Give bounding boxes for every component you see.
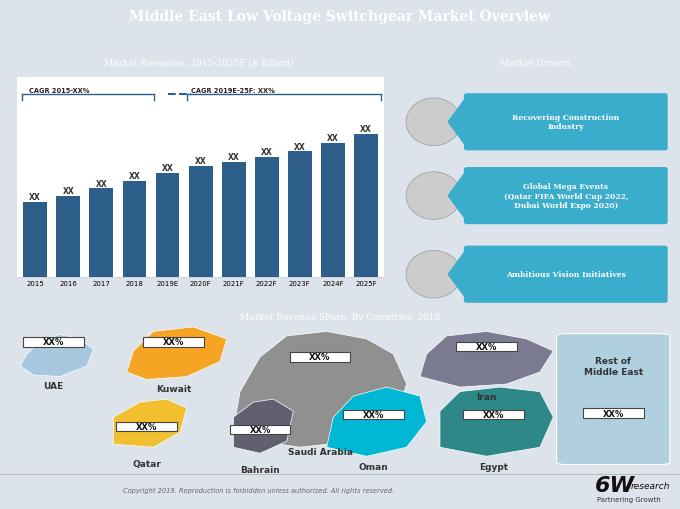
Text: Market Revenue Share, By Countries, 2018: Market Revenue Share, By Countries, 2018	[240, 313, 440, 322]
Text: XX: XX	[95, 179, 107, 188]
Text: XX%: XX%	[309, 353, 330, 362]
Polygon shape	[233, 332, 407, 447]
Text: XX: XX	[194, 157, 207, 165]
Text: XX%: XX%	[483, 410, 504, 419]
Bar	[222, 163, 245, 277]
Text: XX: XX	[294, 143, 306, 151]
Polygon shape	[447, 96, 466, 149]
Bar	[188, 166, 213, 277]
Text: XX%: XX%	[43, 338, 64, 347]
Text: XX: XX	[129, 172, 140, 181]
Text: Market Drivers: Market Drivers	[500, 59, 571, 68]
Polygon shape	[126, 327, 226, 380]
Polygon shape	[114, 399, 187, 447]
Text: UAE: UAE	[44, 381, 63, 390]
Text: XX%: XX%	[250, 425, 271, 434]
Text: XX%: XX%	[136, 422, 158, 431]
Text: Qatar: Qatar	[133, 459, 161, 468]
Text: Ambitious Vision Initiatives: Ambitious Vision Initiatives	[506, 271, 626, 278]
Bar	[23, 203, 47, 277]
Text: CAGR 2019E-25F: XX%: CAGR 2019E-25F: XX%	[190, 88, 275, 94]
Bar	[255, 157, 279, 277]
Bar	[122, 181, 146, 277]
Text: XX: XX	[261, 148, 273, 157]
Text: XX: XX	[162, 164, 173, 173]
Bar	[156, 174, 180, 277]
Text: Middle East Low Voltage Switchgear Market Overview: Middle East Low Voltage Switchgear Marke…	[129, 11, 551, 24]
Polygon shape	[447, 248, 466, 301]
Text: Bahrain: Bahrain	[240, 465, 280, 474]
FancyBboxPatch shape	[464, 167, 668, 225]
Text: Oman: Oman	[358, 462, 388, 471]
Text: Partnering Growth: Partnering Growth	[597, 496, 661, 502]
Text: Market Revenues, 2015-2025F ($ Billion): Market Revenues, 2015-2025F ($ Billion)	[104, 59, 294, 68]
FancyBboxPatch shape	[143, 337, 204, 347]
FancyBboxPatch shape	[343, 410, 404, 419]
Text: Saudi Arabia: Saudi Arabia	[288, 447, 352, 457]
FancyBboxPatch shape	[23, 337, 84, 347]
FancyBboxPatch shape	[464, 246, 668, 303]
Text: XX: XX	[29, 193, 41, 202]
Bar	[288, 152, 311, 277]
Bar	[90, 189, 114, 277]
Text: 6W: 6W	[595, 475, 635, 495]
Text: research: research	[631, 481, 670, 490]
Text: Iran: Iran	[477, 392, 497, 401]
Text: Rest of
Middle East: Rest of Middle East	[583, 357, 643, 376]
Polygon shape	[326, 387, 426, 457]
Bar	[354, 135, 378, 277]
FancyBboxPatch shape	[583, 409, 643, 418]
FancyBboxPatch shape	[116, 422, 177, 431]
Circle shape	[406, 99, 461, 146]
FancyBboxPatch shape	[463, 410, 524, 419]
Text: XX%: XX%	[163, 338, 184, 347]
Polygon shape	[447, 170, 466, 222]
Text: XX: XX	[327, 134, 339, 143]
Bar	[56, 196, 80, 277]
Text: XX%: XX%	[602, 409, 624, 418]
Text: XX%: XX%	[362, 410, 384, 419]
FancyBboxPatch shape	[230, 425, 290, 434]
Text: XX: XX	[228, 153, 239, 162]
Bar	[321, 144, 345, 277]
Text: Copyright 2019. Reproduction is forbidden unless authorized. All rights reserved: Copyright 2019. Reproduction is forbidde…	[123, 487, 394, 493]
Text: Egypt: Egypt	[479, 462, 508, 471]
FancyBboxPatch shape	[556, 334, 670, 465]
Text: XX%: XX%	[476, 342, 497, 351]
Polygon shape	[20, 335, 93, 377]
Text: XX: XX	[360, 125, 372, 134]
Text: XX: XX	[63, 187, 74, 195]
Text: CAGR 2015-XX%: CAGR 2015-XX%	[29, 88, 89, 94]
Polygon shape	[440, 387, 554, 457]
Circle shape	[406, 173, 461, 220]
Text: Recovering Construction
Industry: Recovering Construction Industry	[512, 114, 619, 131]
Polygon shape	[233, 399, 293, 454]
FancyBboxPatch shape	[290, 353, 350, 362]
Text: Global Mega Events
(Qatar FIFA World Cup 2022,
Dubai World Expo 2020): Global Mega Events (Qatar FIFA World Cup…	[504, 183, 628, 209]
FancyBboxPatch shape	[456, 342, 517, 351]
Circle shape	[406, 251, 461, 298]
Text: Kuwait: Kuwait	[156, 384, 191, 393]
Polygon shape	[420, 332, 554, 387]
FancyBboxPatch shape	[464, 94, 668, 151]
